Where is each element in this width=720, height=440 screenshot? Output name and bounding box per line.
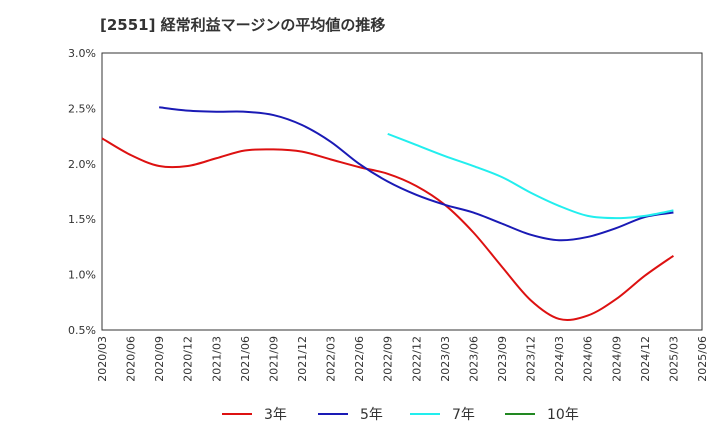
x-tick-label: 2025/03 (667, 336, 680, 382)
x-tick-label: 2021/09 (267, 336, 280, 382)
x-tick-label: 2025/06 (696, 336, 709, 382)
x-tick-label: 2020/12 (182, 336, 195, 382)
x-tick-label: 2020/06 (125, 336, 138, 382)
x-tick-label: 2020/09 (153, 336, 166, 382)
x-tick-label: 2022/03 (325, 336, 338, 382)
series-line-1 (159, 106, 674, 242)
x-tick-label: 2024/06 (582, 336, 595, 382)
x-tick-label: 2024/12 (639, 336, 652, 382)
y-tick-label: 0.5% (68, 324, 96, 337)
legend-label-1: 5年 (360, 407, 383, 423)
y-tick-label: 2.5% (68, 102, 96, 115)
chart-title: [2551] 経常利益マージンの平均値の推移 (100, 16, 386, 34)
x-tick-label: 2020/03 (96, 336, 109, 382)
legend: 3年 5年 7年 10年 (222, 407, 579, 423)
series-layer (101, 106, 675, 321)
legend-label-0: 3年 (264, 407, 287, 423)
y-tick-label: 1.0% (68, 269, 96, 282)
y-tick-label: 3.0% (68, 47, 96, 60)
x-tick-label: 2022/06 (353, 336, 366, 382)
x-tick-label: 2021/12 (296, 336, 309, 382)
y-tick-label: 2.0% (68, 158, 96, 171)
series-line-0 (101, 137, 675, 321)
plot-frame (101, 52, 703, 331)
legend-label-2: 7年 (452, 407, 475, 423)
x-tick-label: 2023/09 (496, 336, 509, 382)
y-tick-label: 1.5% (68, 213, 96, 226)
series-line-2 (387, 132, 674, 220)
x-tick-label: 2021/03 (210, 336, 223, 382)
legend-label-3: 10年 (547, 407, 579, 423)
x-tick-label: 2023/06 (467, 336, 480, 382)
x-tick-label: 2024/09 (610, 336, 623, 382)
x-tick-label: 2022/09 (382, 336, 395, 382)
x-tick-label: 2022/12 (410, 336, 423, 382)
x-tick-label: 2024/03 (553, 336, 566, 382)
x-tick-label: 2023/03 (439, 336, 452, 382)
axis-layer: 0.5% 1.0% 1.5% 2.0% 2.5% 3.0% 2020/03 2020/06 20… (68, 47, 709, 382)
x-tick-label: 2021/06 (239, 336, 252, 382)
x-tick-label: 2023/12 (525, 336, 538, 382)
